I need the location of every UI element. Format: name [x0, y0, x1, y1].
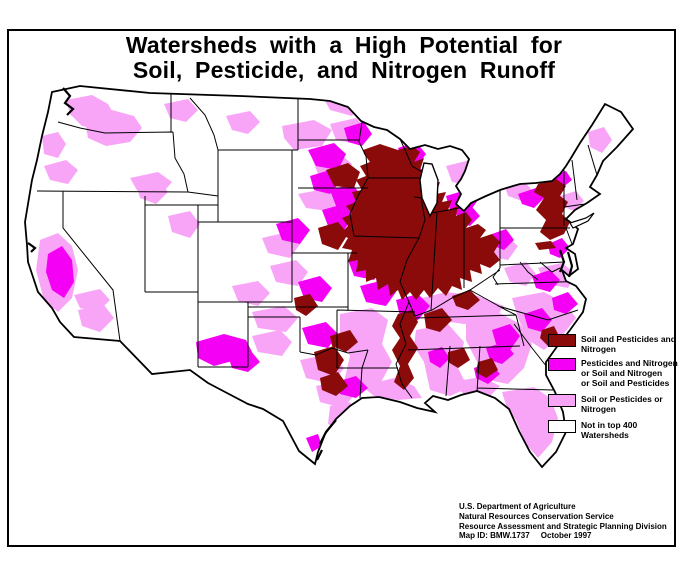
attribution-map-id: Map ID: BMW.1737 October 1997: [459, 531, 592, 541]
state-borders: [36, 86, 598, 399]
lake-michigan: [419, 162, 439, 218]
us-outline: [24, 85, 635, 469]
map-title-line2: Soil, Pesticide, and Nitrogen Runoff: [132, 57, 556, 83]
chesapeake-bay-detail: [558, 249, 566, 273]
long-island: [569, 212, 595, 229]
legend-item-not-top-400: Not in top 400 Watersheds: [548, 420, 688, 440]
map-title-line1: Watersheds with a High Potential for: [125, 32, 563, 58]
delaware-bay-detail: [566, 251, 574, 278]
legend-label-line: Soil and Pesticides and: [581, 334, 676, 344]
legend-label-line: Soil or Pesticides or: [581, 394, 663, 404]
legend-swatch-one-of-three: [548, 394, 576, 407]
map-frame: [7, 29, 676, 547]
legend-label-line: Nitrogen: [581, 404, 616, 414]
legend-swatch-all-three: [548, 334, 576, 347]
attribution: U.S. Department of Agriculture Natural R…: [459, 502, 667, 541]
map-title: Watersheds with a High Potential for Soi…: [0, 33, 688, 83]
legend-label-line: Nitrogen: [581, 344, 616, 354]
legend-swatch-not-top-400: [548, 420, 576, 433]
legend-label-line: Pesticides and Nitrogen: [581, 358, 678, 368]
legend-label-line: Not in top 400: [581, 420, 638, 430]
legend-label-two-of-three: Pesticides and Nitrogen or Soil and Nitr…: [581, 358, 688, 388]
legend-label-line: or Soil and Nitrogen: [581, 368, 663, 378]
legend-label-not-top-400: Not in top 400 Watersheds: [581, 420, 688, 440]
attribution-service: Natural Resources Conservation Service: [459, 511, 614, 521]
legend-item-two-of-three: Pesticides and Nitrogen or Soil and Nitr…: [548, 358, 688, 388]
texas-barrier-islands-detail: [316, 419, 337, 461]
legend-label-line: Watersheds: [581, 430, 629, 440]
legend-item-one-of-three: Soil or Pesticides or Nitrogen: [548, 394, 688, 414]
attribution-agency: U.S. Department of Agriculture: [459, 502, 576, 511]
legend-label-line: or Soil and Pesticides: [581, 378, 670, 388]
puget-sound-detail: [62, 87, 75, 116]
legend-swatch-two-of-three: [548, 358, 576, 371]
legend-label-all-three: Soil and Pesticides and Nitrogen: [581, 334, 688, 354]
coastline-detail: [27, 87, 574, 461]
attribution-division: Resource Assessment and Strategic Planni…: [459, 521, 667, 531]
legend-item-all-three: Soil and Pesticides and Nitrogen: [548, 334, 688, 354]
san-francisco-bay-detail: [27, 242, 37, 253]
legend-label-one-of-three: Soil or Pesticides or Nitrogen: [581, 394, 688, 414]
